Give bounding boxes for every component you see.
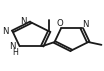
Text: N: N (20, 17, 27, 26)
Text: O: O (57, 19, 63, 28)
Text: N: N (2, 27, 9, 36)
Text: N: N (9, 42, 15, 51)
Text: H: H (12, 48, 18, 57)
Text: N: N (83, 20, 89, 29)
